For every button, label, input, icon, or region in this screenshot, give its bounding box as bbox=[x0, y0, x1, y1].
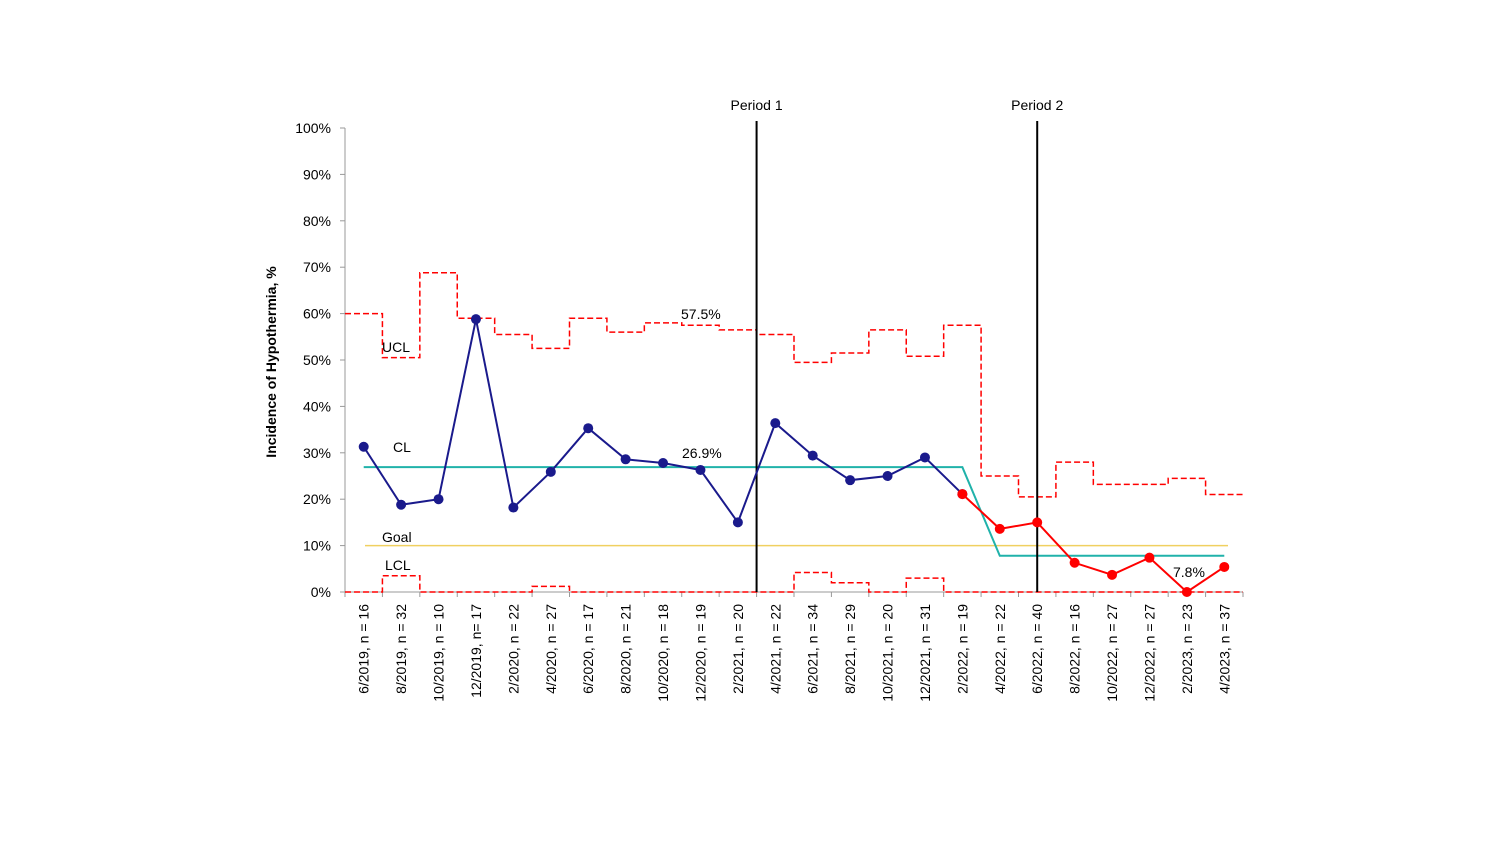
x-tick-label: 8/2022, n = 16 bbox=[1067, 604, 1083, 694]
data-point bbox=[658, 458, 669, 469]
data-point bbox=[994, 523, 1005, 534]
lcl-label: LCL bbox=[385, 557, 411, 573]
goal-label: Goal bbox=[382, 529, 412, 545]
data-point bbox=[1144, 552, 1155, 563]
period-label-2: Period 2 bbox=[1011, 97, 1063, 113]
y-tick-label: 40% bbox=[303, 398, 331, 414]
x-tick-label: 10/2020, n = 18 bbox=[655, 604, 671, 702]
y-tick-label: 90% bbox=[303, 166, 331, 182]
x-tick-label: 12/2021, n = 31 bbox=[917, 604, 933, 702]
period-label-1: Period 1 bbox=[731, 97, 783, 113]
reference-lines: Period 1 Period 2 bbox=[363, 97, 1228, 592]
data-point bbox=[695, 464, 706, 475]
x-tick-label: 8/2020, n = 21 bbox=[618, 604, 634, 694]
x-tick-label: 8/2019, n = 32 bbox=[393, 604, 409, 694]
data-point bbox=[770, 418, 781, 429]
x-tick-label: 10/2022, n = 27 bbox=[1104, 604, 1120, 702]
cl-value-label: 26.9% bbox=[682, 445, 722, 461]
data-point bbox=[957, 489, 968, 500]
y-tick-label: 10% bbox=[303, 538, 331, 554]
x-tick-label: 6/2020, n = 17 bbox=[580, 604, 596, 694]
x-tick-label: 8/2021, n = 29 bbox=[842, 604, 858, 694]
x-tick-label: 10/2021, n = 20 bbox=[880, 604, 896, 702]
y-tick-label: 0% bbox=[311, 584, 331, 600]
y-tick-label: 20% bbox=[303, 491, 331, 507]
x-tick-label: 4/2020, n = 27 bbox=[543, 604, 559, 694]
y-axis: 0% 10% 20% 30% 40% 50% 60% 70% 80% 90% 100% bbox=[295, 120, 346, 600]
cl-label: CL bbox=[393, 439, 411, 455]
data-point bbox=[1181, 587, 1192, 597]
x-axis: 6/2019, n = 16 8/2019, n = 32 10/2019, n =… bbox=[344, 591, 1244, 702]
series-line-1 bbox=[362, 318, 964, 525]
data-point bbox=[470, 314, 481, 325]
data-point bbox=[358, 441, 369, 452]
x-tick-label: 2/2022, n = 19 bbox=[954, 604, 970, 694]
ucl-line bbox=[345, 272, 1243, 498]
data-point bbox=[508, 502, 519, 513]
annotations: UCL CL Goal LCL 57.5% 26.9% 7.8% bbox=[382, 306, 1205, 580]
data-point bbox=[882, 471, 893, 481]
cl2-value-label: 7.8% bbox=[1173, 564, 1205, 580]
x-tick-label: 4/2022, n = 22 bbox=[992, 604, 1008, 694]
data-point bbox=[1032, 517, 1043, 528]
x-tick-label: 2/2023, n = 23 bbox=[1179, 604, 1195, 694]
data-point bbox=[807, 450, 818, 461]
y-tick-label: 30% bbox=[303, 445, 331, 461]
data-point bbox=[583, 423, 594, 434]
y-axis-title: Incidence of Hypothermia, % bbox=[263, 266, 279, 458]
data-point bbox=[1219, 561, 1230, 572]
x-tick-label: 4/2021, n = 22 bbox=[767, 604, 783, 694]
y-tick-label: 70% bbox=[303, 259, 331, 275]
x-tick-label: 2/2020, n = 22 bbox=[505, 604, 521, 694]
x-tick-label: 12/2019, n= 17 bbox=[468, 604, 484, 698]
x-tick-label: 12/2022, n = 27 bbox=[1141, 604, 1157, 702]
x-tick-label: 10/2019, n = 10 bbox=[431, 604, 447, 702]
y-tick-label: 60% bbox=[303, 306, 331, 322]
ucl-label: UCL bbox=[382, 339, 410, 355]
data-series bbox=[358, 314, 1230, 597]
ucl-value-label: 57.5% bbox=[681, 306, 721, 322]
y-tick-label: 100% bbox=[295, 120, 331, 136]
y-tick-label: 80% bbox=[303, 213, 331, 229]
series-line-2 bbox=[961, 493, 1225, 594]
x-tick-label: 2/2021, n = 20 bbox=[730, 604, 746, 694]
y-tick-label: 50% bbox=[303, 352, 331, 368]
data-point bbox=[732, 517, 743, 528]
data-point bbox=[1107, 569, 1118, 580]
x-tick-label: 12/2020, n = 19 bbox=[692, 604, 708, 702]
data-point bbox=[545, 466, 556, 477]
x-tick-label: 6/2022, n = 40 bbox=[1029, 604, 1045, 694]
data-point bbox=[845, 475, 856, 486]
data-point bbox=[919, 452, 930, 463]
x-tick-label: 4/2023, n = 37 bbox=[1216, 604, 1232, 694]
data-point bbox=[396, 499, 407, 510]
data-point bbox=[1069, 557, 1080, 568]
data-point bbox=[433, 494, 444, 505]
x-tick-label: 6/2021, n = 34 bbox=[805, 604, 821, 694]
center-line bbox=[363, 466, 1225, 557]
data-point bbox=[620, 454, 631, 465]
x-tick-label: 6/2019, n = 16 bbox=[356, 604, 372, 694]
